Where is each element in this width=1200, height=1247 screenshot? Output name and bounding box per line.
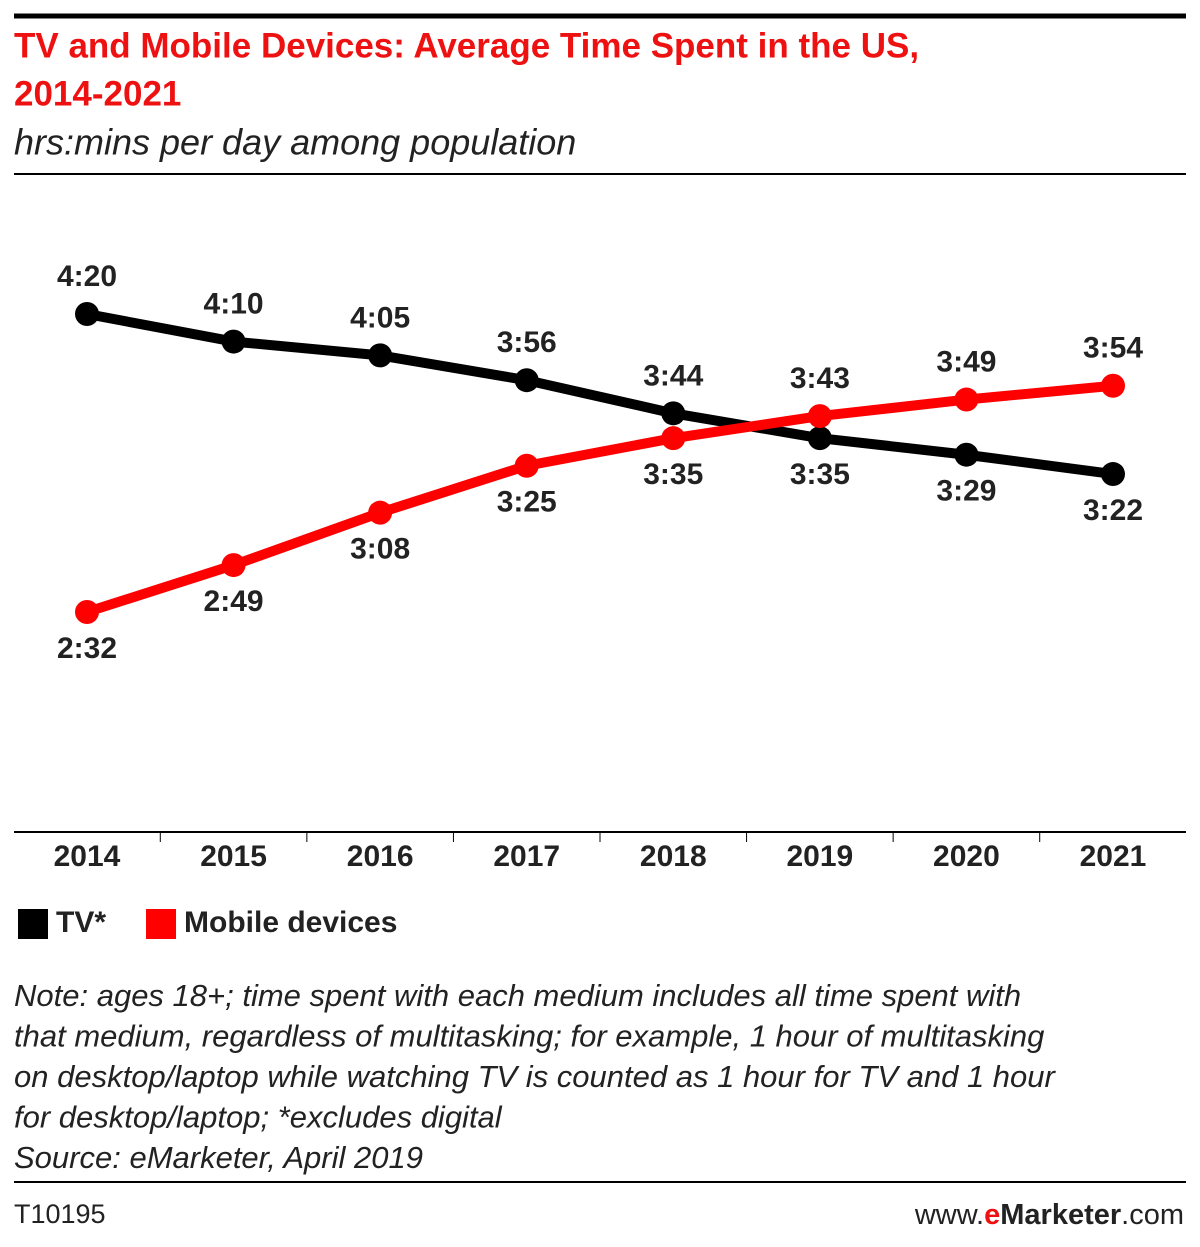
x-tick-label: 2021: [1080, 840, 1147, 873]
data-label: 3:22: [1083, 494, 1143, 527]
note-line: for desktop/laptop; *excludes digital: [14, 1100, 503, 1135]
point: [514, 453, 539, 478]
point: [807, 404, 832, 429]
point: [1101, 462, 1125, 487]
data-label: 4:20: [57, 260, 117, 293]
data-label: 3:08: [350, 533, 410, 566]
note-line: on desktop/laptop while watching TV is c…: [14, 1059, 1057, 1094]
chart-subtitle: hrs:mins per day among population: [14, 122, 576, 163]
website-part: Marketer: [1000, 1199, 1121, 1231]
website-part: .com: [1121, 1199, 1184, 1231]
data-label: 3:25: [497, 486, 557, 519]
data-label: 3:56: [497, 326, 557, 359]
point: [368, 500, 393, 525]
point: [954, 442, 979, 467]
legend-label: TV*: [56, 906, 106, 939]
point: [807, 426, 832, 451]
note-line: Note: ages 18+; time spent with each med…: [14, 978, 1021, 1013]
x-tick-label: 2019: [786, 840, 853, 873]
data-label: 2:32: [57, 632, 117, 665]
legend-label: Mobile devices: [184, 906, 397, 939]
data-label: 3:35: [643, 458, 703, 491]
x-tick-label: 2014: [54, 840, 121, 873]
x-tick-label: 2018: [640, 840, 707, 873]
website: www.eMarketer.com: [914, 1199, 1184, 1231]
chart-title: 2014-2021: [14, 74, 181, 113]
website-part: www.: [914, 1199, 984, 1231]
website-part: e: [984, 1199, 1000, 1231]
point: [514, 368, 539, 393]
point: [221, 553, 246, 578]
data-label: 4:10: [204, 288, 264, 321]
footer-id: T10195: [14, 1199, 106, 1229]
data-label: 2:49: [204, 585, 264, 618]
x-tick-label: 2017: [493, 840, 560, 873]
data-label: 3:35: [790, 458, 850, 491]
x-tick-label: 2020: [933, 840, 1000, 873]
legend-swatch: [146, 909, 177, 939]
point: [75, 302, 99, 326]
x-tick-label: 2016: [347, 840, 414, 873]
series-line: [86, 309, 1114, 479]
data-label: 3:43: [790, 362, 850, 395]
legend-swatch: [18, 909, 48, 939]
point: [661, 426, 686, 451]
point: [368, 343, 393, 368]
series-line: [85, 380, 1114, 617]
note-line: that medium, regardless of multitasking;…: [14, 1019, 1044, 1054]
x-tick-label: 2015: [200, 840, 267, 873]
data-label: 3:29: [936, 475, 996, 508]
point: [661, 401, 686, 426]
point: [221, 329, 246, 354]
data-label: 3:49: [936, 345, 996, 378]
point: [1101, 373, 1125, 398]
data-label: 4:05: [350, 301, 410, 334]
note-line: Source: eMarketer, April 2019: [14, 1140, 423, 1175]
data-label: 3:44: [643, 359, 703, 392]
point: [75, 600, 99, 624]
chart-title: TV and Mobile Devices: Average Time Spen…: [14, 26, 919, 65]
point: [954, 387, 979, 412]
data-label: 3:54: [1083, 332, 1143, 365]
